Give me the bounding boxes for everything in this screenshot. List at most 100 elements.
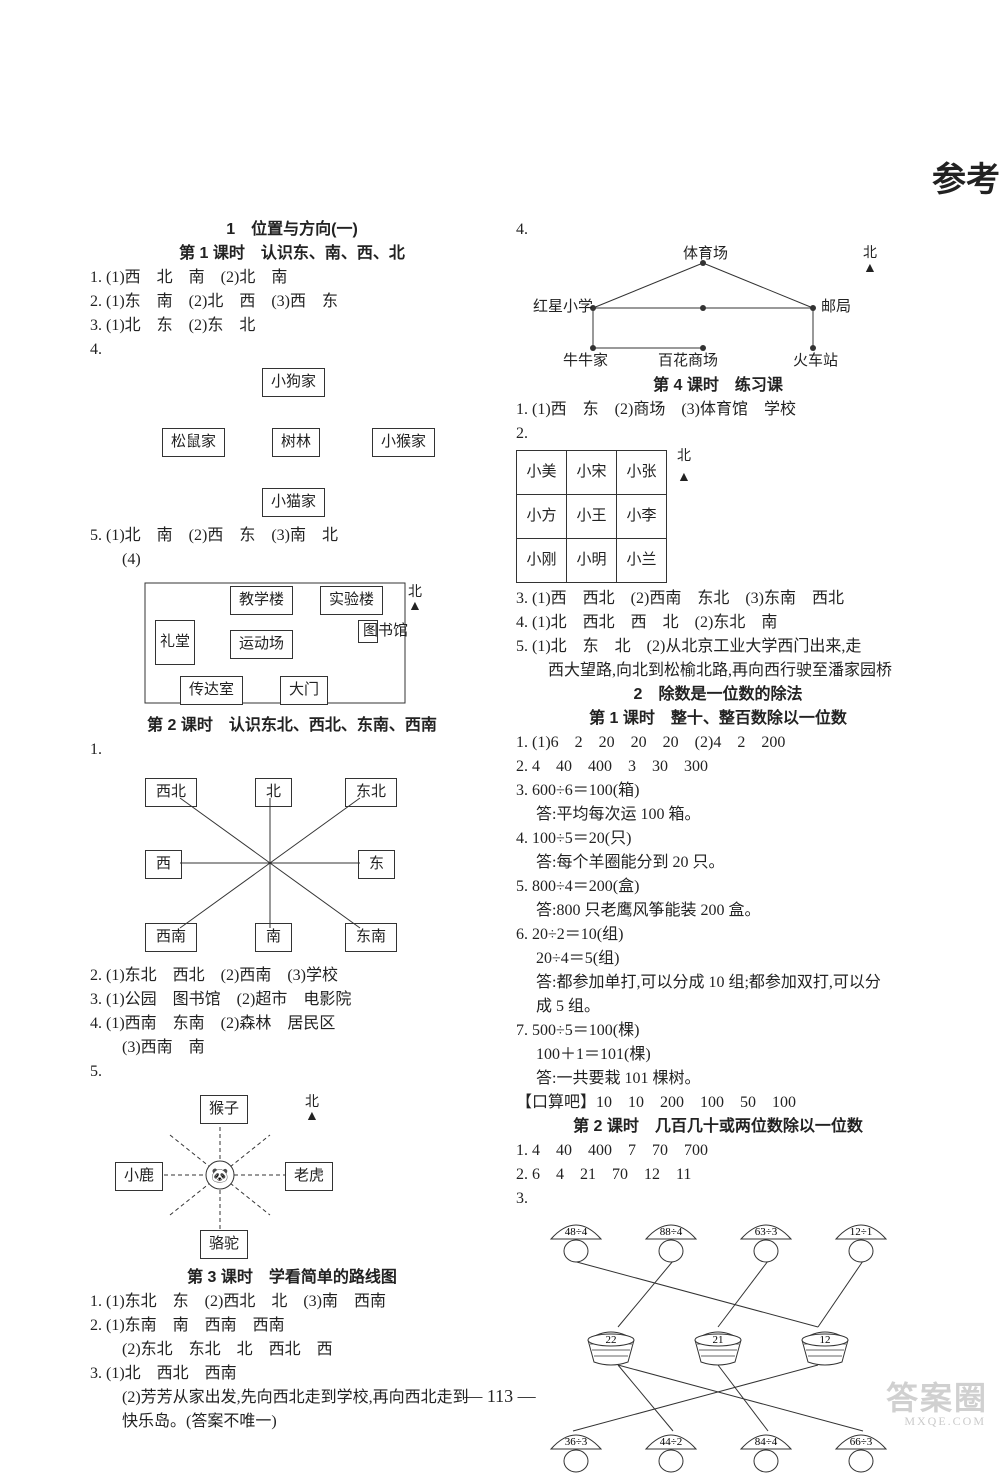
text-line: 100＋1＝101(棵) — [516, 1043, 920, 1067]
text-line: 4. 100÷5＝20(只) — [516, 827, 920, 851]
map-label: 邮局 — [821, 296, 851, 319]
text-line: 1. (1)6 2 20 20 20 (2)4 2 200 — [516, 731, 920, 755]
lesson1-title: 第 1 课时 认识东、南、西、北 — [90, 242, 494, 266]
box-label: 小猴家 — [372, 428, 435, 457]
mushroom-item: 84÷4 — [731, 1427, 801, 1473]
unit1-title: 1 位置与方向(一) — [90, 218, 494, 242]
diagram-compass: 西北 北 东北 西 东 西南 南 东南 — [120, 768, 420, 958]
mushroom-icon: 12÷1 — [826, 1217, 896, 1263]
text-line: 4. (1)北 西北 西 北 (2)东北 南 — [516, 611, 920, 635]
basket-icon: 12 — [790, 1322, 860, 1368]
box-label: 礼堂 — [155, 620, 195, 665]
map-label: 红星小学 — [533, 296, 593, 319]
text-line: 2. (1)东北 西北 (2)西南 (3)学校 — [90, 964, 494, 988]
box-label: 猴子 — [200, 1095, 248, 1124]
mushroom-item: 66÷3 — [826, 1427, 896, 1473]
map-label: 火车站 — [793, 350, 838, 373]
mushroom-icon: 44÷2 — [636, 1427, 706, 1473]
svg-text:84÷4: 84÷4 — [754, 1436, 777, 1448]
mushroom-item: 44÷2 — [636, 1427, 706, 1473]
text-line: 2. 6 4 21 70 12 11 — [516, 1163, 920, 1187]
compass-label: 南 — [255, 923, 292, 952]
svg-text:66÷3: 66÷3 — [849, 1436, 872, 1448]
box-label: 运动场 — [230, 630, 293, 659]
svg-text:🐼: 🐼 — [211, 1167, 229, 1184]
lesson4-title: 第 4 课时 练习课 — [516, 374, 920, 398]
basket-item: 22 — [576, 1322, 646, 1368]
text-line: (3)西南 南 — [90, 1036, 494, 1060]
box-label: 老虎 — [285, 1162, 333, 1191]
svg-text:21: 21 — [712, 1334, 723, 1346]
grid-cell: 小宋 — [567, 451, 617, 495]
compass-label: 西北 — [145, 778, 197, 807]
svg-text:22: 22 — [606, 1334, 617, 1346]
text-line: 1. 4 40 400 7 70 700 — [516, 1139, 920, 1163]
grid-cell: 小兰 — [617, 539, 667, 583]
text-line: 快乐岛。(答案不唯一) — [90, 1410, 494, 1434]
box-label: 实验楼 — [320, 586, 383, 615]
north-label: 北 — [677, 446, 691, 467]
box-label: 大门 — [280, 676, 328, 705]
lesson2-title: 第 2 课时 认识东北、西北、东南、西南 — [90, 714, 494, 738]
q-number: 4. — [516, 218, 920, 242]
box-label: 松鼠家 — [162, 428, 225, 457]
diagram-city-map: 体育场 北 ▲ 红星小学 邮局 牛牛家 百花商场 火车站 — [533, 248, 903, 368]
mushroom-icon: 66÷3 — [826, 1427, 896, 1473]
grid-cell: 小美 — [517, 451, 567, 495]
text-line: 7. 500÷5＝100(棵) — [516, 1019, 920, 1043]
text-line: 3. (1)西 西北 (2)西南 东北 (3)东南 西北 — [516, 587, 920, 611]
map-label: 百花商场 — [658, 350, 718, 373]
mushroom-icon: 63÷3 — [731, 1217, 801, 1263]
diagram-mushroom-match: 48÷4 88÷4 63÷3 12÷1 22 21 12 36÷3 4 — [523, 1217, 913, 1477]
left-column: 1 位置与方向(一) 第 1 课时 认识东、南、西、北 1. (1)西 北 南 … — [90, 218, 494, 1483]
box-label: 图书馆 — [358, 620, 378, 643]
north-arrow: ▲ — [677, 467, 691, 488]
text-line: 2. 4 40 400 3 30 300 — [516, 755, 920, 779]
box-label: 骆驼 — [200, 1230, 248, 1259]
text-line: 4. (1)西南 东南 (2)森林 居民区 — [90, 1012, 494, 1036]
text-line: 3. 600÷6＝100(箱) — [516, 779, 920, 803]
text-line: (4) — [90, 548, 494, 572]
unit2-title: 2 除数是一位数的除法 — [516, 683, 920, 707]
compass-label: 西南 — [145, 923, 197, 952]
grid-cell: 小张 — [617, 451, 667, 495]
text-line: 3. (1)北 东 (2)东 北 — [90, 314, 494, 338]
text-line: 答:一共要栽 101 棵树。 — [516, 1067, 920, 1091]
text-line: 5. (1)北 南 (2)西 东 (3)南 北 — [90, 524, 494, 548]
basket-item: 12 — [790, 1322, 860, 1368]
north-arrow: ▲ — [305, 1106, 319, 1127]
mushroom-item: 88÷4 — [636, 1217, 706, 1263]
grid-cell: 小明 — [567, 539, 617, 583]
mushroom-item: 48÷4 — [541, 1217, 611, 1263]
map-label: 牛牛家 — [563, 350, 608, 373]
u2-lesson2-title: 第 2 课时 几百几十或两位数除以一位数 — [516, 1115, 920, 1139]
box-label: 树林 — [272, 428, 320, 457]
q-number: 5. — [90, 1060, 494, 1084]
text-line: 5. 800÷4＝200(盒) — [516, 875, 920, 899]
q-number: 2. — [516, 422, 920, 446]
north-arrow: ▲ — [863, 258, 877, 279]
box-label: 小猫家 — [262, 488, 325, 517]
page-number: — 113 — — [0, 1383, 1000, 1410]
grid-cell: 小方 — [517, 495, 567, 539]
q4-number: 4. — [90, 338, 494, 362]
text-line: 答:每个羊圈能分到 20 只。 — [516, 851, 920, 875]
basket-icon: 22 — [576, 1322, 646, 1368]
text-line: 西大望路,向北到松榆北路,再向西行驶至潘家园桥 — [516, 659, 920, 683]
mushroom-icon: 88÷4 — [636, 1217, 706, 1263]
right-column: 4. 体育场 北 ▲ 红星小学 邮局 牛牛家 — [516, 218, 920, 1483]
grid-cell: 小李 — [617, 495, 667, 539]
text-line: 20÷4＝5(组) — [516, 947, 920, 971]
compass-label: 北 — [255, 778, 292, 807]
map-label: 体育场 — [683, 243, 728, 266]
text-line: 答:平均每次运 100 箱。 — [516, 803, 920, 827]
svg-text:36÷3: 36÷3 — [564, 1436, 587, 1448]
svg-text:88÷4: 88÷4 — [659, 1226, 682, 1238]
text-line: 1. (1)西 东 (2)商场 (3)体育馆 学校 — [516, 398, 920, 422]
text-line: 成 5 组。 — [516, 995, 920, 1019]
diagram-homes: 小狗家 松鼠家 树林 小猴家 小猫家 — [142, 368, 442, 518]
mushroom-item: 63÷3 — [731, 1217, 801, 1263]
text-line: 2. (1)东南 南 西南 西南 — [90, 1314, 494, 1338]
mushroom-icon: 36÷3 — [541, 1427, 611, 1473]
text-line: 5. (1)北 东 北 (2)从北京工业大学西门出来,走 — [516, 635, 920, 659]
